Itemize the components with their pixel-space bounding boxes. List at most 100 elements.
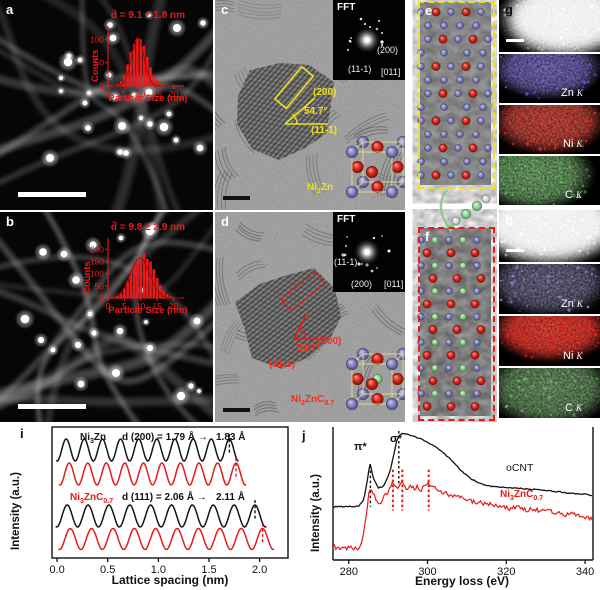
svg-text:20: 20 — [169, 301, 179, 311]
haadf-canvas-h — [499, 210, 600, 262]
hrtem-canvas-d — [215, 212, 405, 422]
ni-k-label: Ni K — [563, 350, 583, 362]
panel-i-xlabel: Lattice spacing (nm) — [111, 573, 229, 587]
i-ni3znc-label: Ni3ZnC0.7 — [70, 492, 114, 505]
i-d200-expanded-value: 1.83 Å — [216, 432, 246, 443]
lattice-plot-canvas: 0.0 0.5 1.0 1.5 2.0 — [49, 426, 289, 576]
eels-plot-canvas: 280 300 320 340 — [332, 427, 594, 578]
hrtem-canvas-c — [215, 0, 405, 210]
panel-c-phase-label: Ni3Zn — [307, 182, 334, 195]
panel-c-plane-200: (200) — [313, 87, 337, 98]
svg-text:1.0: 1.0 — [151, 564, 166, 576]
panel-a-hist-ylabel: Counts — [90, 49, 101, 82]
panel-a-stem-image: 0 50 100 0 5 10 15 20 a d̄ = 9.1 ± 1.8 nm Count… — [0, 0, 213, 210]
panel-a-mean-size: d̄ = 9.1 ± 1.8 nm — [110, 10, 186, 21]
svg-text:2.0: 2.0 — [252, 564, 267, 576]
panel-c-fft-spot-111: (11-1) — [348, 64, 372, 74]
svg-text:50: 50 — [95, 281, 105, 291]
panel-c-label: c — [221, 2, 229, 17]
panel-d-fft-spot-111: (11-1) — [334, 257, 358, 267]
panel-g-ni-map: Ni K — [499, 105, 600, 154]
svg-text:20: 20 — [169, 89, 179, 99]
panel-c-hrtem-image: c FFT (200) (11-1) [011] (200) 54.7° (11… — [215, 0, 405, 210]
panel-ef-column: e f — [407, 0, 497, 422]
svg-text:340: 340 — [576, 566, 594, 578]
panel-b-stem-image: 0 50 100 150 200 0 5 10 15 20 b d̄ = 9.8 ± 2.9 nm… — [0, 212, 213, 422]
svg-text:0.0: 0.0 — [49, 564, 64, 576]
svg-text:50: 50 — [95, 58, 105, 68]
zn-k-label: Zn K — [561, 87, 583, 99]
panel-i-ylabel: Intensity (a.u.) — [10, 472, 22, 550]
panel-g-c-map: C K — [499, 156, 600, 205]
panel-g-eds-stack: g Zn K Ni K C K — [499, 0, 600, 210]
zn-map-canvas-g — [499, 54, 600, 103]
panel-j-xlabel: Energy loss (eV) — [414, 574, 510, 588]
panel-b-hist-xlabel: Particle Size (nm) — [108, 305, 188, 316]
panel-g-label: g — [505, 2, 513, 17]
panel-g-zn-map: Zn K — [499, 54, 600, 103]
panel-h-scalebar — [506, 249, 524, 252]
haadf-canvas-g — [499, 0, 600, 52]
svg-text:0: 0 — [106, 89, 111, 99]
svg-text:1.5: 1.5 — [201, 564, 216, 576]
panel-d-fft-title: FFT — [337, 214, 356, 225]
panel-b-label: b — [6, 214, 14, 229]
panel-j-label: j — [302, 428, 306, 443]
svg-text:300: 300 — [418, 566, 436, 578]
panel-c-fft-spot-200: (200) — [377, 45, 399, 55]
i-d111-expanded-value: 2.11 Å — [216, 492, 245, 503]
svg-text:150: 150 — [90, 257, 104, 267]
panel-h-c-map: C K — [499, 368, 600, 418]
panel-a-scalebar — [18, 192, 86, 197]
panel-e-label: e — [425, 3, 433, 18]
svg-text:100: 100 — [90, 269, 104, 279]
j-ni3znc-label: Ni3ZnC0.7 — [500, 489, 544, 502]
panel-i-label: i — [20, 426, 24, 441]
panel-c-fft-title: FFT — [337, 2, 356, 13]
panel-d-hrtem-image: d FFT (11-1) (200) [011] (200) 54.7° (11… — [215, 212, 405, 422]
svg-text:0: 0 — [99, 293, 104, 303]
svg-text:15: 15 — [152, 89, 162, 99]
panel-g-scalebar — [506, 39, 524, 42]
svg-text:200: 200 — [90, 244, 104, 254]
svg-text:280: 280 — [340, 566, 358, 578]
svg-text:0: 0 — [106, 301, 111, 311]
panel-h-ni-map: Ni K — [499, 316, 600, 366]
sigma-star-label: σ* — [390, 433, 402, 445]
panel-d-label: d — [221, 214, 229, 229]
panel-j-ylabel: Intensity (a.u.) — [310, 474, 322, 552]
panel-c-angle: 54.7° — [304, 106, 328, 117]
panel-d-phase-label: Ni3ZnC0.7 — [291, 394, 335, 407]
ni-map-canvas-g — [499, 105, 600, 154]
svg-text:320: 320 — [497, 566, 515, 578]
panel-d-fft-spot-200: (200) — [351, 279, 373, 289]
panel-a-hist-xlabel: Particle Size (nm) — [108, 93, 188, 104]
c-k-label: C K — [565, 402, 583, 414]
i-ni3zn-label: Ni3Zn — [80, 432, 107, 445]
panel-g-haadf-image: g — [499, 0, 600, 52]
zn-k-label: Zn K — [561, 298, 583, 310]
panel-i-lattice-profiles: 0.0 0.5 1.0 1.5 2.0 i Intensity (a.u.) Latti… — [0, 424, 310, 590]
panel-j-eels-spectra: 280 300 320 340 j Intensity (a.u.) Energy l… — [300, 424, 600, 590]
panel-f-border — [418, 227, 495, 421]
panel-b-scalebar — [18, 404, 86, 409]
c-k-label: C K — [565, 189, 583, 201]
stem-canvas-a: 0 50 100 0 5 10 15 20 — [0, 0, 213, 210]
zn-map-canvas-h — [499, 264, 600, 314]
panel-h-haadf-image: h — [499, 210, 600, 262]
c-map-canvas-h — [499, 368, 600, 418]
panel-d-angle: 54.7° — [297, 343, 321, 354]
panel-d-plane-111: (11-1) — [269, 359, 296, 370]
i-d200-annotation: d (200) = 1.79 Å → — [122, 432, 208, 443]
panel-c-scalebar — [223, 196, 250, 200]
pi-star-label: π* — [354, 441, 367, 453]
ocnt-label: oCNT — [506, 462, 534, 474]
svg-text:15: 15 — [152, 301, 162, 311]
ni-k-label: Ni K — [563, 138, 583, 150]
c-map-canvas-g — [499, 156, 600, 205]
svg-text:10: 10 — [136, 89, 146, 99]
panel-f-label: f — [425, 229, 430, 244]
ni-map-canvas-h — [499, 316, 600, 366]
svg-text:5: 5 — [122, 301, 127, 311]
svg-text:100: 100 — [90, 34, 104, 44]
